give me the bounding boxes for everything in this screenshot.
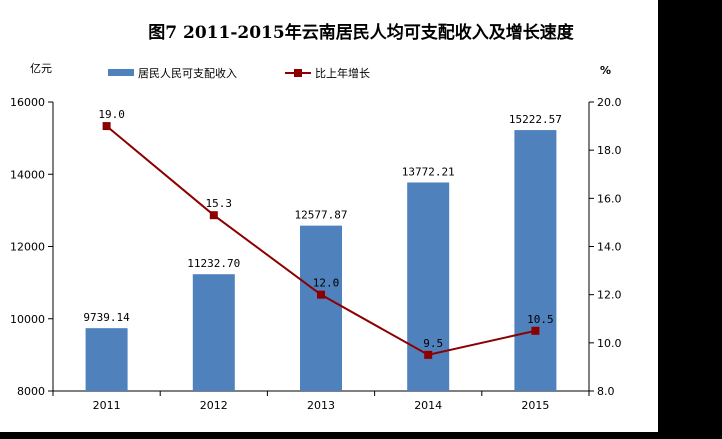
income-bar-label: 11232.70 bbox=[187, 257, 240, 270]
growth-point bbox=[102, 122, 111, 131]
right-tick-label: 20.0 bbox=[597, 96, 622, 109]
right-tick-label: 14.0 bbox=[597, 241, 622, 254]
x-tick-label: 2011 bbox=[93, 399, 121, 412]
right-tick-label: 18.0 bbox=[597, 144, 622, 157]
left-tick-label: 10000 bbox=[10, 313, 45, 326]
legend-line-marker bbox=[294, 69, 302, 77]
growth-point bbox=[424, 350, 433, 359]
x-tick-label: 2014 bbox=[414, 399, 442, 412]
right-tick-label: 12.0 bbox=[597, 289, 622, 302]
growth-point bbox=[209, 211, 218, 220]
income-bar bbox=[407, 182, 450, 391]
legend-bar-label: 居民人民可支配收入 bbox=[138, 66, 237, 80]
growth-point-label: 10.5 bbox=[527, 313, 554, 326]
income-bar bbox=[192, 274, 235, 391]
growth-point-label: 15.3 bbox=[206, 197, 233, 210]
growth-point-label: 12.0 bbox=[313, 277, 340, 290]
income-bar-label: 15222.57 bbox=[509, 113, 562, 126]
income-bar bbox=[300, 225, 342, 391]
right-axis-unit: % bbox=[600, 64, 611, 77]
legend-line-label: 比上年增长 bbox=[315, 66, 370, 80]
left-tick-label: 8000 bbox=[17, 385, 45, 398]
legend-bar-swatch bbox=[108, 69, 134, 76]
growth-point bbox=[317, 290, 325, 299]
income-bar-label: 9739.14 bbox=[83, 311, 130, 324]
left-tick-label: 14000 bbox=[10, 168, 45, 181]
growth-point-label: 9.5 bbox=[423, 337, 443, 350]
income-bar bbox=[514, 130, 557, 391]
right-tick-label: 16.0 bbox=[597, 192, 622, 205]
right-tick-label: 10.0 bbox=[597, 337, 622, 350]
income-bar bbox=[85, 328, 128, 391]
growth-point-label: 19.0 bbox=[98, 108, 125, 121]
left-tick-label: 12000 bbox=[10, 241, 45, 254]
left-tick-label: 16000 bbox=[10, 96, 45, 109]
income-bar-label: 12577.87 bbox=[295, 209, 348, 222]
left-axis-unit: 亿元 bbox=[30, 62, 52, 75]
right-tick-label: 8.0 bbox=[597, 385, 615, 398]
chart-title: 图7 2011-2015年云南居民人均可支配收入及增长速度 bbox=[148, 23, 574, 43]
x-tick-label: 2013 bbox=[307, 399, 335, 412]
x-tick-label: 2015 bbox=[521, 399, 549, 412]
growth-point bbox=[531, 326, 540, 335]
x-tick-label: 2012 bbox=[200, 399, 228, 412]
income-bar-label: 13772.21 bbox=[402, 165, 455, 178]
